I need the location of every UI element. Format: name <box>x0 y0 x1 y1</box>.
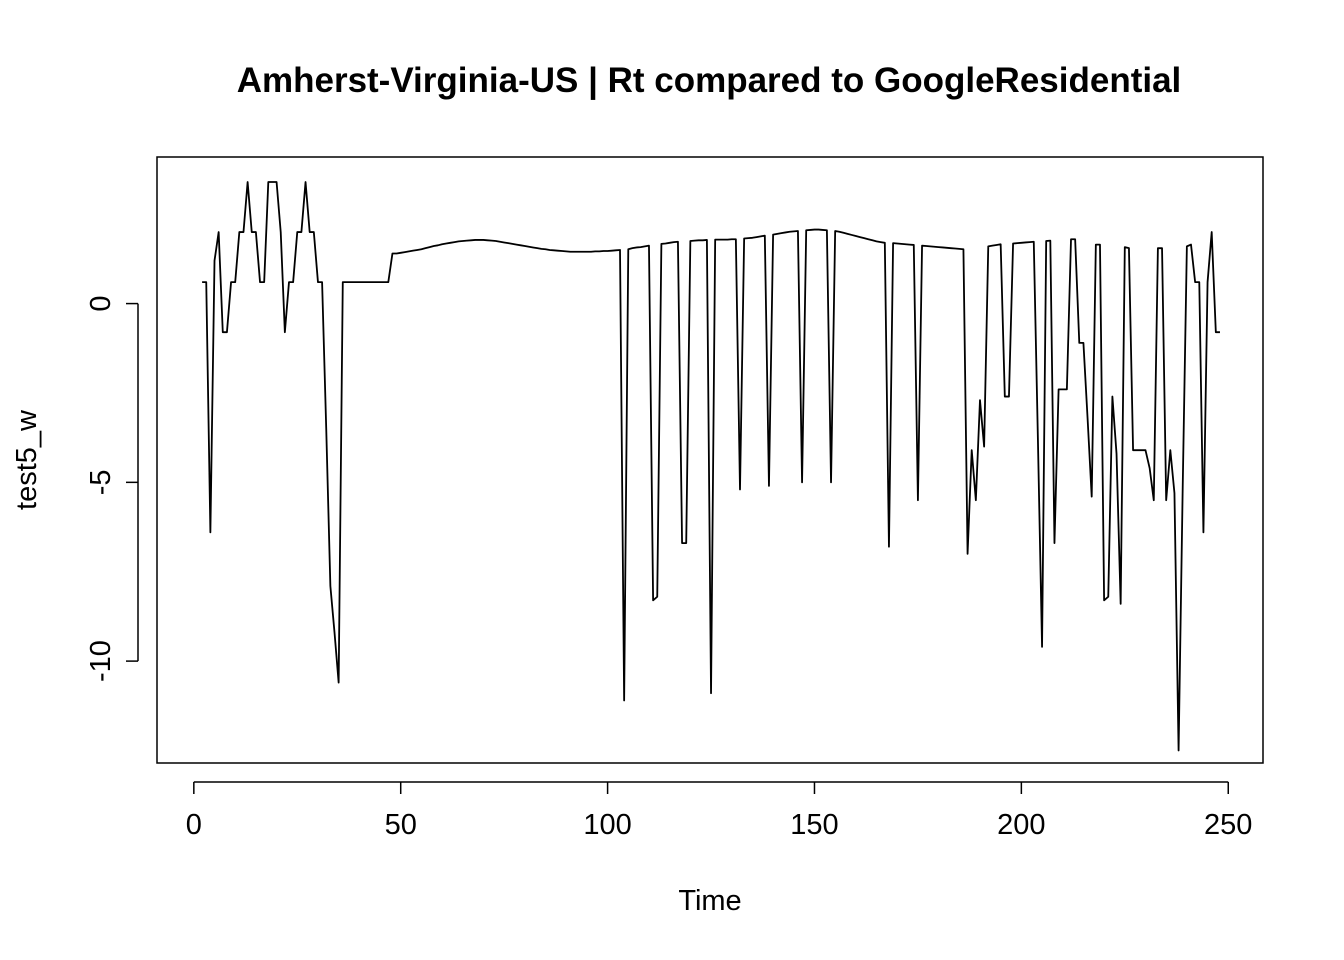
x-tick-label: 150 <box>790 809 838 841</box>
x-tick-label: 200 <box>997 809 1045 841</box>
y-axis: -10 -5 0 <box>85 296 139 682</box>
y-tick-label: -10 <box>85 640 117 682</box>
x-tick-label: 0 <box>186 809 202 841</box>
x-axis: 0 50 100 150 200 250 <box>186 781 1252 841</box>
series-line <box>202 181 1220 752</box>
y-tick-label: -5 <box>85 469 117 495</box>
x-tick-label: 250 <box>1204 809 1252 841</box>
x-tick-label: 100 <box>583 809 631 841</box>
x-axis-label: Time <box>678 885 741 917</box>
series-layer <box>202 181 1220 752</box>
x-tick-label: 50 <box>385 809 417 841</box>
plot-frame <box>156 156 1264 764</box>
chart-title: Amherst-Virginia-US | Rt compared to Goo… <box>237 61 1182 100</box>
y-tick-label: 0 <box>85 296 117 312</box>
y-axis-label: test5_w <box>11 409 43 510</box>
